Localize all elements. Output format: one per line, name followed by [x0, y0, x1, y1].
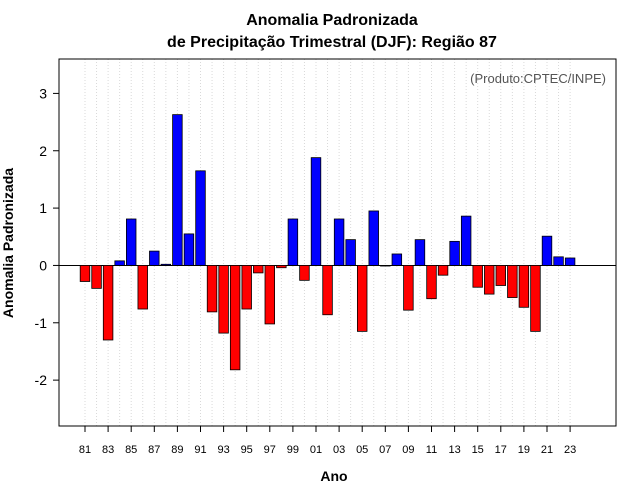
bar-94: [229, 265, 241, 371]
bar-85: [126, 218, 137, 266]
bar-83: [102, 265, 114, 341]
chart-title-line1: Anomalia Padronizada: [246, 12, 418, 29]
x-tick-label-19: 19: [518, 444, 530, 456]
x-tick-label-13: 13: [448, 444, 460, 456]
bar-95: [241, 265, 252, 310]
bar-22: [553, 256, 564, 266]
x-tick-label-03: 03: [333, 444, 345, 456]
bar-90: [183, 233, 195, 266]
x-tick-label-89: 89: [171, 444, 183, 456]
bar-81: [79, 265, 91, 282]
bar-01: [310, 157, 322, 266]
x-tick-label-23: 23: [564, 444, 576, 456]
y-axis: -2 -1 0 1 2 3: [35, 85, 59, 388]
bar-23: [564, 257, 576, 266]
bar-91: [195, 170, 206, 266]
plot-frame: [58, 58, 617, 427]
bars: [79, 114, 576, 371]
bar-98: [276, 265, 287, 269]
bar-21: [541, 235, 553, 266]
bar-17: [495, 265, 507, 286]
bar-82: [91, 265, 102, 289]
bar-10: [414, 239, 426, 266]
bar-86: [137, 265, 148, 310]
bar-15: [472, 265, 483, 288]
y-tick-label-3: 3: [39, 85, 47, 101]
bar-00: [299, 265, 310, 281]
x-tick-label-09: 09: [402, 444, 414, 456]
y-tick-label-1: 1: [39, 200, 47, 216]
x-tick-label-85: 85: [125, 444, 137, 456]
bar-06: [368, 210, 379, 266]
bar-13: [449, 240, 460, 266]
x-tick-label-15: 15: [472, 444, 484, 456]
x-tick-label-01: 01: [310, 444, 322, 456]
bar-08: [391, 253, 403, 266]
x-tick-label-95: 95: [241, 444, 253, 456]
bar-18: [507, 265, 518, 298]
bar-92: [206, 265, 218, 313]
x-tick-label-11: 11: [426, 444, 437, 456]
y-tick-label-0: 0: [39, 257, 47, 273]
bar-03: [333, 218, 345, 266]
bar-19: [518, 265, 530, 308]
x-tick-label-17: 17: [495, 444, 507, 456]
x-tick-label-97: 97: [264, 444, 276, 456]
y-tick-label-2: 2: [39, 143, 47, 159]
x-axis: 81 83 85 87 89 91 93 95 97 99 01 03 05 07 09 11 13 15 17 19…: [79, 426, 576, 456]
bar-87: [149, 250, 160, 266]
y-tick-label--1: -1: [35, 315, 48, 331]
x-tick-label-99: 99: [287, 444, 299, 456]
bar-02: [322, 265, 333, 316]
annotation-source: (Produto:CPTEC/INPE): [470, 71, 606, 86]
bar-84: [114, 260, 125, 266]
bar-99: [287, 218, 299, 266]
x-tick-label-93: 93: [217, 444, 229, 456]
bar-93: [218, 265, 229, 334]
bar-96: [253, 265, 264, 274]
bar-88: [160, 263, 172, 266]
chart-title-line2: de Precipitação Trimestral (DJF): Região…: [167, 34, 497, 51]
bar-04: [345, 239, 356, 266]
bar-11: [426, 265, 437, 300]
bar-05: [356, 265, 368, 332]
x-tick-label-21: 21: [541, 444, 553, 456]
x-axis-label: Ano: [320, 468, 347, 484]
bar-89: [172, 114, 183, 266]
bar-12: [437, 265, 449, 276]
bar-07: [380, 265, 391, 267]
x-tick-label-07: 07: [379, 444, 391, 456]
x-tick-label-83: 83: [102, 444, 114, 456]
bar-20: [530, 265, 541, 332]
x-tick-label-81: 81: [79, 444, 91, 456]
bar-97: [264, 265, 276, 325]
y-axis-label: Anomalia Padronizada: [0, 168, 16, 318]
x-tick-label-87: 87: [148, 444, 160, 456]
grid: [84, 59, 571, 426]
bar-09: [403, 265, 414, 311]
bar-14: [460, 215, 472, 266]
x-tick-label-05: 05: [356, 444, 368, 456]
bar-16: [484, 265, 495, 295]
x-tick-label-91: 91: [194, 444, 206, 456]
y-tick-label--2: -2: [35, 372, 48, 388]
